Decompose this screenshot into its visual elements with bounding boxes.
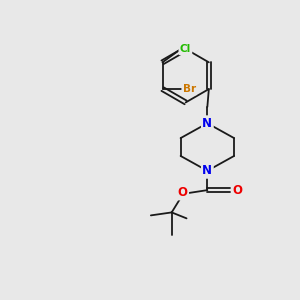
Text: Br: Br — [183, 84, 196, 94]
Text: Cl: Cl — [180, 44, 191, 54]
Text: N: N — [202, 117, 212, 130]
Text: O: O — [178, 186, 188, 199]
Text: N: N — [202, 164, 212, 177]
Text: O: O — [232, 184, 242, 196]
